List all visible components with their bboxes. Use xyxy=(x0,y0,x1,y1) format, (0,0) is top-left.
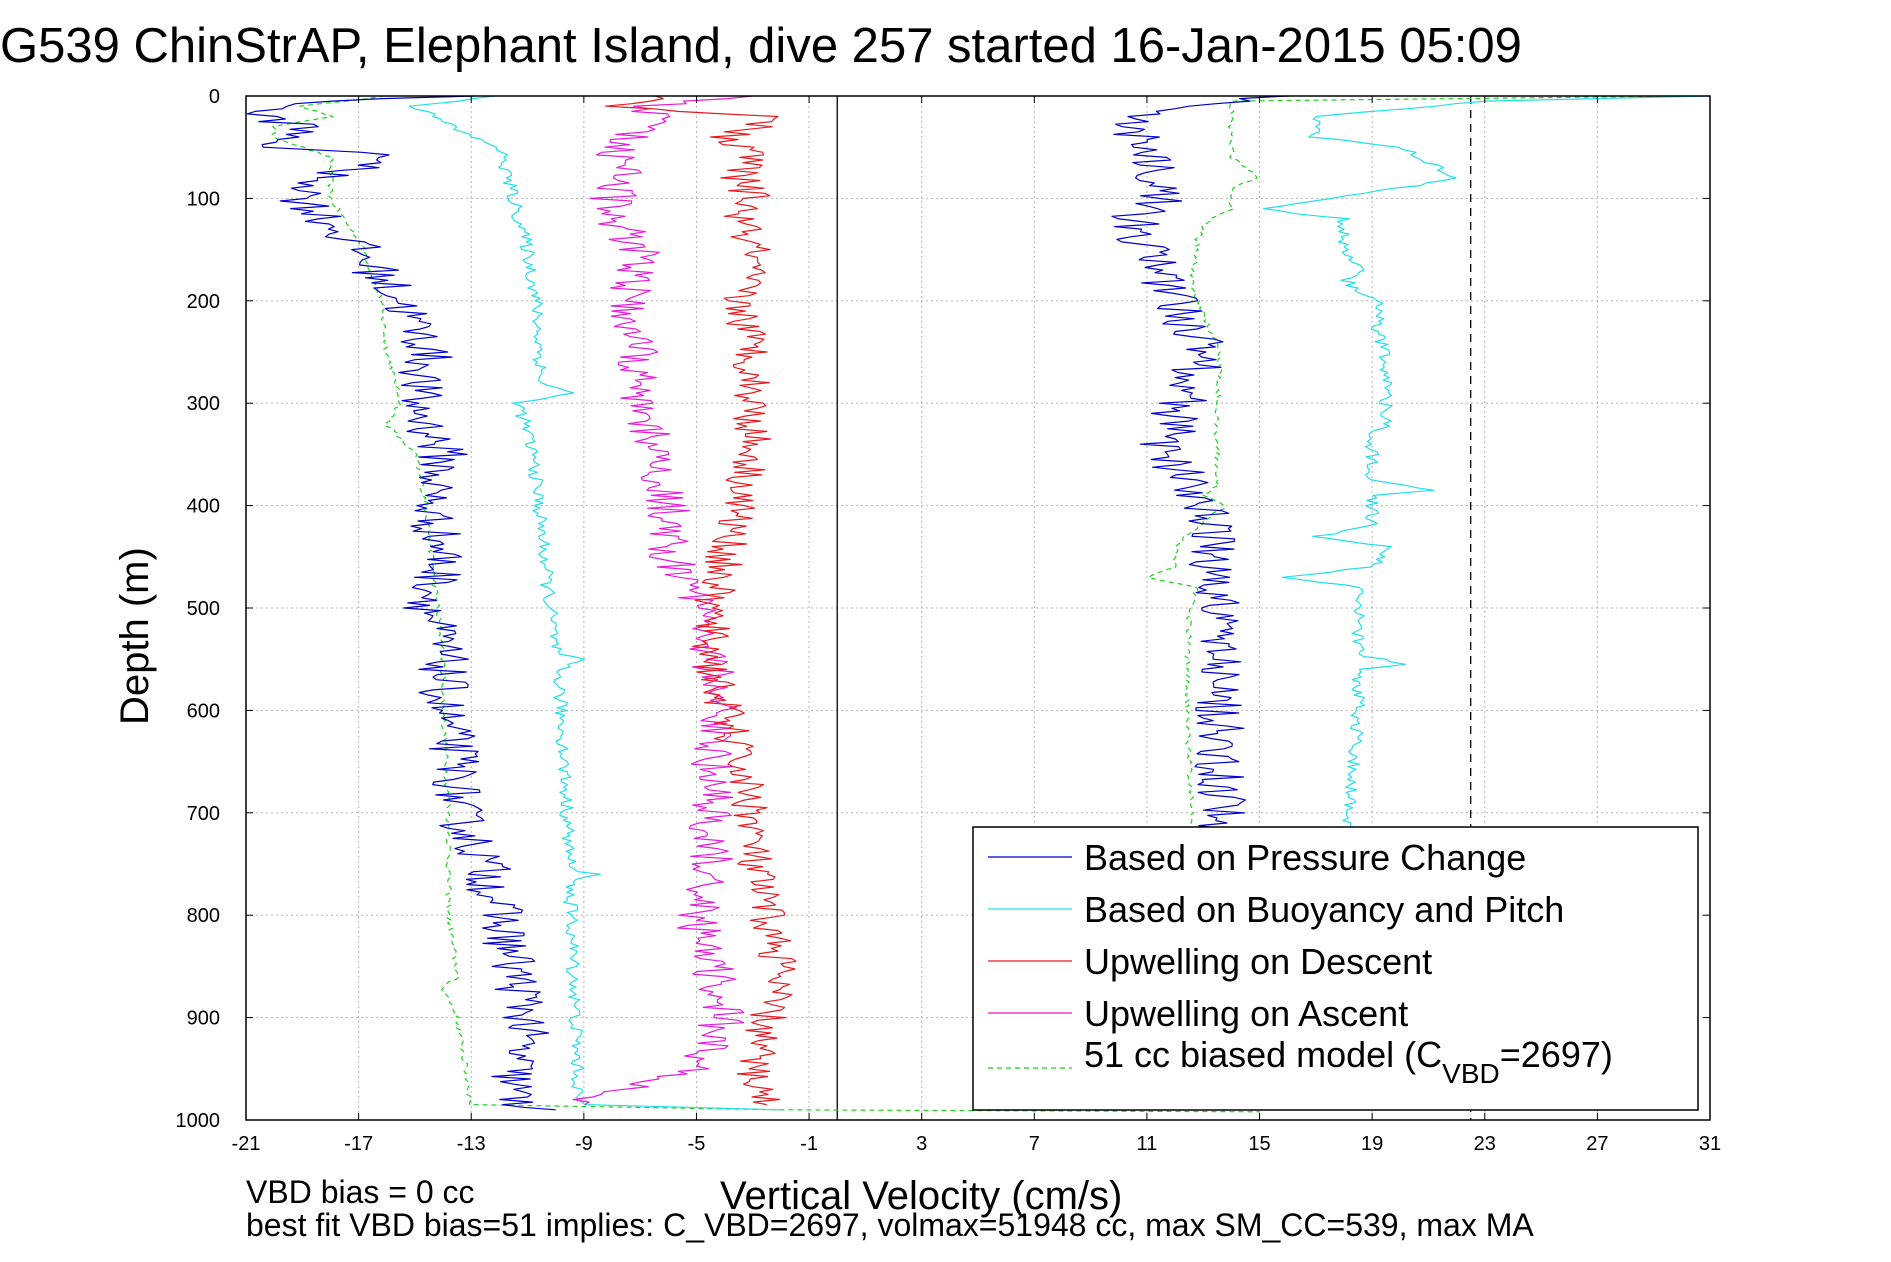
x-tick-label: 23 xyxy=(1474,1133,1496,1155)
x-tick-label: -5 xyxy=(688,1133,706,1155)
y-tick-label: 0 xyxy=(209,86,220,108)
x-axis-label: Vertical Velocity (cm/s) xyxy=(720,1174,1122,1218)
series-line-0-descent xyxy=(246,95,556,1111)
x-tick-label: -17 xyxy=(344,1133,373,1155)
x-tick-label: -13 xyxy=(457,1133,486,1155)
legend-label-upwelling-descent: Upwelling on Descent xyxy=(1084,941,1432,982)
legend-label-biased-model-main: 51 cc biased model (C xyxy=(1084,1034,1442,1075)
x-tick-label: -21 xyxy=(232,1133,261,1155)
legend-label-biased-model: 51 cc biased model (CVBD=2697) xyxy=(1084,1034,1613,1089)
x-tick-label: 15 xyxy=(1248,1133,1270,1155)
y-tick-label: 500 xyxy=(187,598,220,620)
reference-lines xyxy=(836,96,1472,1120)
y-tick-label: 900 xyxy=(187,1008,220,1030)
y-tick-label: 700 xyxy=(187,803,220,825)
series-line-1-descent xyxy=(408,95,781,1111)
x-tick-label: 7 xyxy=(1029,1133,1040,1155)
legend-label-upwelling-ascent: Upwelling on Ascent xyxy=(1084,993,1408,1034)
chart-title: G539 ChinStrAP, Elephant Island, dive 25… xyxy=(0,19,1522,73)
y-tick-label: 300 xyxy=(187,393,220,415)
y-tick-label: 200 xyxy=(187,291,220,313)
y-tick-label: 600 xyxy=(187,700,220,722)
series-line-3-descent xyxy=(572,95,753,1106)
legend-box xyxy=(972,826,1699,1111)
series-line-4-descent xyxy=(271,95,1260,1113)
x-tick-label: -1 xyxy=(800,1133,818,1155)
y-tick-label: 100 xyxy=(187,188,220,210)
y-tick-label: 1000 xyxy=(176,1110,221,1132)
x-tick-label: 19 xyxy=(1361,1133,1383,1155)
legend-label-buoyancy: Based on Buoyancy and Pitch xyxy=(1084,889,1564,930)
axis-ticks: -21 -17 -13 -9 -5 -1 3 7 11 15 19 23 27 3101002003004… xyxy=(176,86,1722,1155)
legend-label-pressure: Based on Pressure Change xyxy=(1084,837,1526,878)
legend: Based on Pressure Change Based on Buoyan… xyxy=(972,826,1699,1111)
x-tick-label: 31 xyxy=(1699,1133,1721,1155)
y-tick-label: 800 xyxy=(187,905,220,927)
legend-label-biased-model-tail: =2697) xyxy=(1500,1034,1613,1075)
legend-label-biased-model-sub: VBD xyxy=(1442,1058,1500,1089)
annotation-vbd-bias: VBD bias = 0 cc xyxy=(246,1174,475,1210)
y-tick-label: 400 xyxy=(187,496,220,518)
x-tick-label: 11 xyxy=(1137,1133,1158,1155)
series-line-2-descent xyxy=(605,95,797,1106)
x-tick-label: 3 xyxy=(916,1133,927,1155)
x-tick-label: 27 xyxy=(1586,1133,1608,1155)
x-tick-label: -9 xyxy=(575,1133,593,1155)
y-axis-label: Depth (m) xyxy=(113,547,157,725)
annotation-best-fit: best fit VBD bias=51 implies: C_VBD=2697… xyxy=(246,1207,1534,1243)
